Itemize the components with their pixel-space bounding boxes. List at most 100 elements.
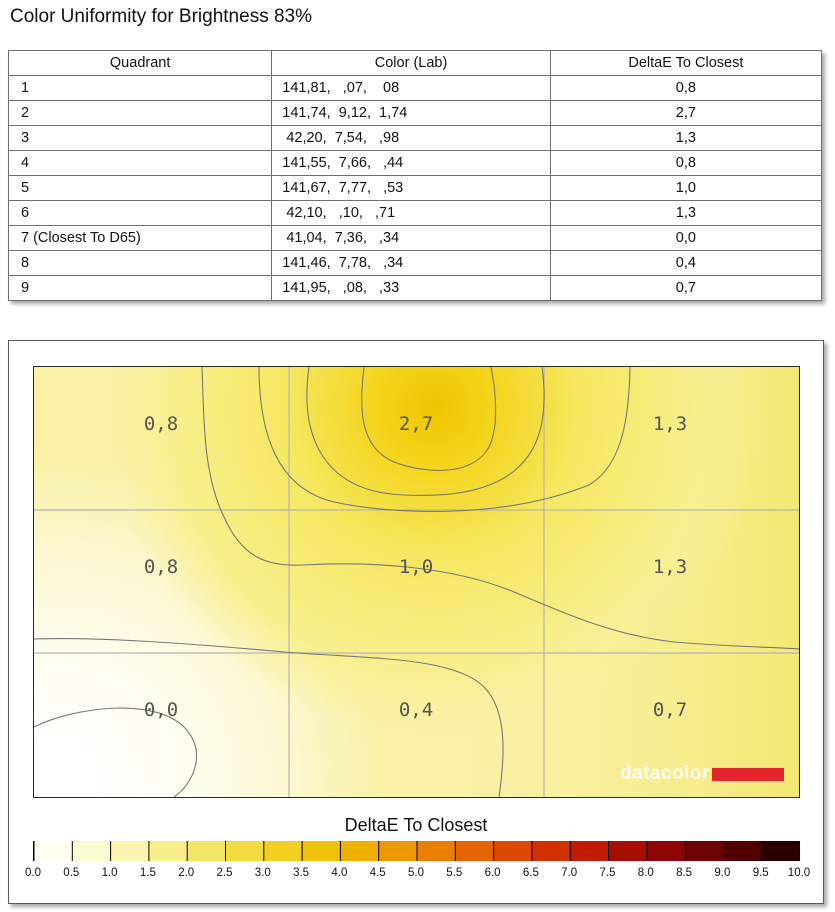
scale-segment	[761, 841, 800, 861]
quadrant-cell: 2	[7, 100, 273, 126]
quadrant-6-value: 1,3	[652, 556, 688, 578]
table-row: 7 (Closest To D65) 41,04, 7,36, ,34 0,0	[7, 225, 823, 251]
scale-segment	[570, 841, 610, 861]
table-header-row: Quadrant Color (Lab) DeltaE To Closest	[7, 50, 823, 76]
color-scale-graphic	[34, 841, 800, 861]
heatmap-hot-tone	[34, 367, 799, 797]
contour-line	[34, 638, 504, 797]
table-row: 4 141,55, 7,66, ,44 0,8	[7, 150, 823, 176]
deltae-cell: 0,0	[549, 225, 823, 251]
deltae-cell: 2,7	[549, 100, 823, 126]
quadrant-5-value: 1,0	[398, 556, 434, 578]
deltae-cell: 0,7	[549, 275, 823, 301]
header-quadrant: Quadrant	[7, 50, 273, 76]
contour-line	[258, 367, 631, 513]
scale-tick-label: 5.0	[408, 867, 424, 879]
scale-segment	[417, 841, 456, 861]
scale-tick-label: 4.5	[369, 867, 386, 879]
scale-tick-label: 9.0	[714, 867, 731, 879]
quadrant-cell: 9	[7, 275, 273, 301]
scale-tick-label: 9.5	[752, 867, 769, 879]
quadrant-cell: 5	[7, 175, 273, 201]
scale-segment	[685, 841, 724, 861]
scale-tick-label: 6.0	[484, 867, 501, 879]
header-color-lab: Color (Lab)	[271, 50, 551, 76]
contour-line	[201, 367, 799, 650]
datacolor-logo: datacolor	[620, 763, 784, 785]
scale-tick-label: 2.5	[216, 867, 233, 879]
table-row: 9 141,95, ,08, ,33 0,7	[7, 275, 823, 301]
deltae-cell: 1,3	[549, 200, 823, 226]
deltae-cell: 1,0	[549, 175, 823, 201]
scale-tick-label: 10.0	[787, 867, 811, 879]
table-row: 6 42,10, ,10, ,71 1,3	[7, 200, 823, 226]
scale-segment	[531, 841, 571, 861]
scale-segment	[110, 841, 150, 861]
quadrant-4-value: 0,8	[143, 556, 179, 578]
table-row: 8 141,46, 7,78, ,34 0,4	[7, 250, 823, 276]
scale-segment	[187, 841, 227, 861]
datacolor-logo-bar	[712, 767, 784, 781]
contour-line	[306, 367, 545, 497]
color-scale-bar	[33, 841, 800, 861]
color-lab-cell: 42,20, 7,54, ,98	[271, 125, 551, 151]
uniformity-heatmap: 0,8 2,7 1,3 0,8 1,0 1,3 0,0 0,4 0,7 data…	[33, 366, 800, 798]
quadrant-8-value: 0,4	[398, 699, 434, 721]
scale-tick-label: 0.0	[25, 867, 41, 879]
scale-tick-label: 1.5	[139, 867, 156, 879]
quadrant-1-value: 0,8	[143, 413, 179, 435]
color-lab-cell: 41,04, 7,36, ,34	[271, 225, 551, 251]
quadrant-cell: 8	[7, 250, 273, 276]
header-deltae: DeltaE To Closest	[549, 50, 823, 76]
quadrant-cell: 4	[7, 150, 273, 176]
deltae-cell: 0,8	[549, 150, 823, 176]
uniformity-table: Quadrant Color (Lab) DeltaE To Closest 1…	[7, 50, 823, 301]
color-lab-cell: 141,81, ,07, 08	[271, 75, 551, 101]
contour-line	[361, 367, 497, 471]
color-lab-cell: 141,95, ,08, ,33	[271, 275, 551, 301]
scale-tick-label: 7.5	[599, 867, 616, 879]
scale-tick-label: 0.5	[63, 867, 80, 879]
scale-tick-label: 1.0	[101, 867, 118, 879]
heatmap-graphic	[34, 367, 799, 797]
scale-segment	[608, 841, 648, 861]
scale-tick-label: 8.5	[676, 867, 693, 879]
scale-segment	[378, 841, 418, 861]
scale-segment	[34, 841, 73, 861]
color-lab-cell: 141,46, 7,78, ,34	[271, 250, 551, 276]
quadrant-cell: 3	[7, 125, 273, 151]
table-row: 5 141,67, 7,77, ,53 1,0	[7, 175, 823, 201]
scale-tick-label: 8.0	[637, 867, 654, 879]
scale-segment	[340, 841, 380, 861]
deltae-cell: 1,3	[549, 125, 823, 151]
scale-tick-label: 3.0	[254, 867, 271, 879]
scale-tick-label: 3.5	[293, 867, 310, 879]
scale-title: DeltaE To Closest	[344, 815, 488, 835]
scale-segment	[302, 841, 341, 861]
scale-segment	[72, 841, 112, 861]
quadrant-7-value: 0,0	[143, 699, 179, 721]
page-title: Color Uniformity for Brightness 83%	[10, 6, 312, 27]
scale-segment	[263, 841, 303, 861]
table-row: 1 141,81, ,07, 08 0,8	[7, 75, 823, 101]
table-row: 2 141,74, 9,12, 1,74 2,7	[7, 100, 823, 126]
scale-tick-label: 2.0	[178, 867, 195, 879]
quadrant-cell: 7 (Closest To D65)	[7, 225, 273, 251]
scale-segment	[493, 841, 533, 861]
scale-tick-label: 6.5	[522, 867, 539, 879]
datacolor-logo-text: datacolor	[619, 763, 710, 784]
table-row: 3 42,20, 7,54, ,98 1,3	[7, 125, 823, 151]
quadrant-cell: 1	[7, 75, 273, 101]
quadrant-9-value: 0,7	[652, 699, 688, 721]
uniformity-heatmap-panel: 0,8 2,7 1,3 0,8 1,0 1,3 0,0 0,4 0,7 data…	[8, 340, 824, 904]
color-lab-cell: 141,74, 9,12, 1,74	[271, 100, 551, 126]
quadrant-3-value: 1,3	[652, 413, 688, 435]
scale-segment	[646, 841, 686, 861]
deltae-cell: 0,8	[549, 75, 823, 101]
color-lab-cell: 141,55, 7,66, ,44	[271, 150, 551, 176]
scale-tick-label: 4.0	[331, 867, 348, 879]
scale-segment	[723, 841, 763, 861]
contour-line	[34, 707, 198, 797]
quadrant-2-value: 2,7	[398, 413, 434, 435]
color-lab-cell: 42,10, ,10, ,71	[271, 200, 551, 226]
